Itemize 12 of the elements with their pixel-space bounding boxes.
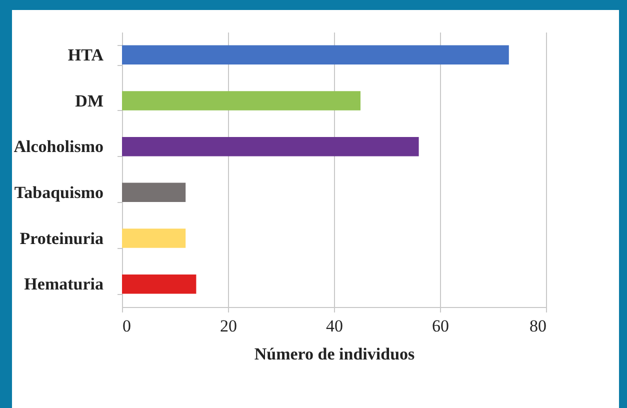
- y-tick-label: Tabaquismo: [14, 182, 104, 202]
- x-tick-label: 20: [220, 316, 237, 336]
- x-tick-label: 0: [122, 316, 131, 336]
- x-axis-title: Número de individuos: [254, 344, 416, 364]
- x-tick-label: 60: [432, 316, 449, 336]
- y-tick-label: Proteinuria: [20, 228, 104, 248]
- y-tick-label: HTA: [68, 45, 104, 64]
- x-tick-label: 80: [530, 316, 546, 336]
- y-tick-label: Alcoholismo: [14, 137, 104, 156]
- y-tick-label: Hematuria: [24, 274, 104, 294]
- x-tick-label: 40: [326, 316, 343, 336]
- y-tick-label: DM: [75, 91, 104, 110]
